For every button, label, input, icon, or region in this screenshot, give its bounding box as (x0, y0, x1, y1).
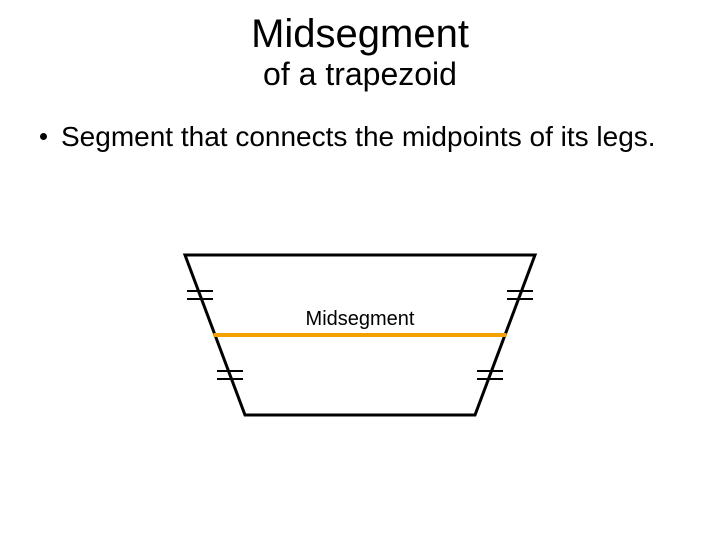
title-block: Midsegment of a trapezoid (0, 0, 720, 93)
definition-text: Segment that connects the midpoints of i… (61, 119, 656, 154)
page-subtitle: of a trapezoid (0, 56, 720, 93)
definition-block: Segment that connects the midpoints of i… (0, 93, 720, 154)
definition-bullet: Segment that connects the midpoints of i… (40, 119, 680, 154)
midsegment-label: Midsegment (306, 308, 415, 330)
page-title: Midsegment (0, 12, 720, 56)
trapezoid-diagram: Midsegment (0, 235, 720, 435)
bullet-icon (40, 133, 47, 140)
trapezoid-svg: Midsegment (145, 235, 575, 435)
